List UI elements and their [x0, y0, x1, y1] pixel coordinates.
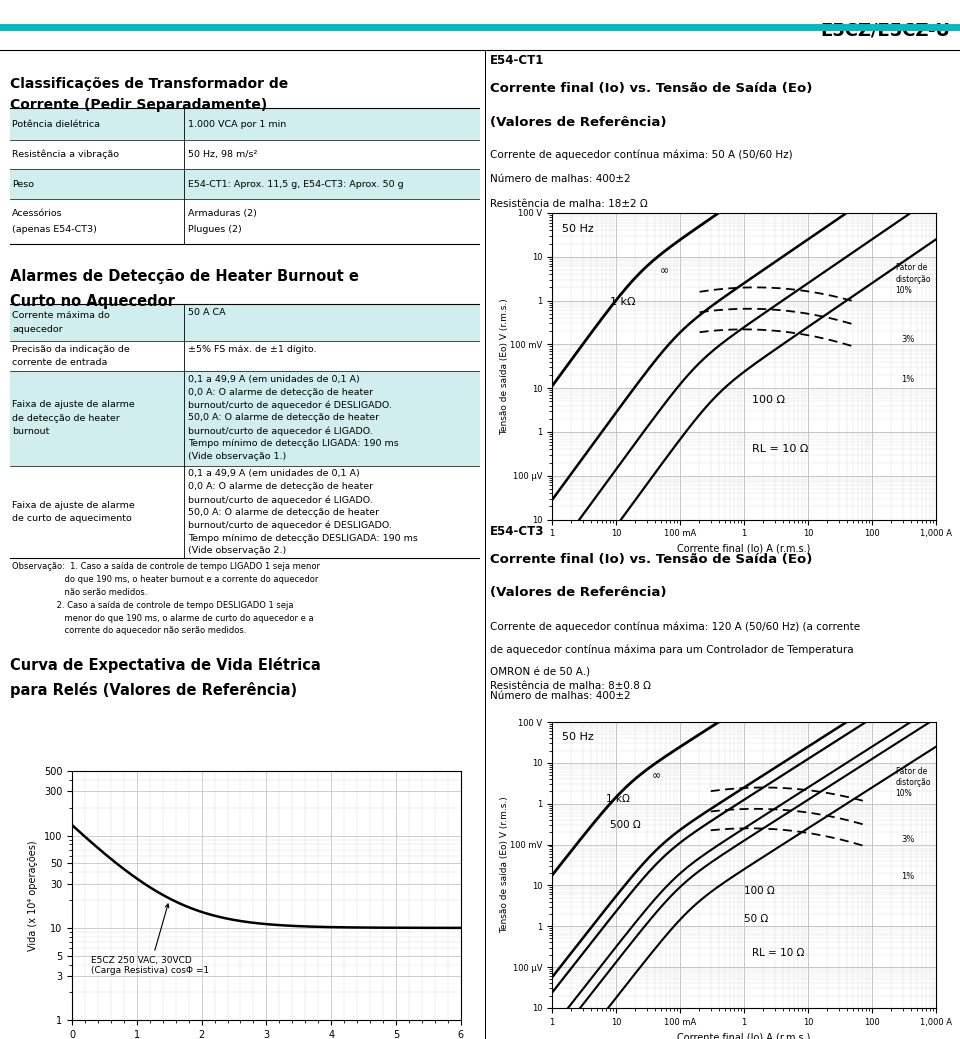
Text: 100 Ω: 100 Ω: [744, 885, 775, 896]
Text: 3%: 3%: [901, 335, 915, 344]
Text: Acessórios: Acessórios: [12, 209, 62, 218]
Text: Corrente (Pedir Separadamente): Corrente (Pedir Separadamente): [10, 99, 267, 112]
Y-axis label: Tensão de saída (Eo) V (r.m.s.): Tensão de saída (Eo) V (r.m.s.): [499, 298, 509, 434]
X-axis label: Corrente final (Io) A (r.m.s.): Corrente final (Io) A (r.m.s.): [678, 1032, 810, 1039]
Text: 100 Ω: 100 Ω: [752, 395, 784, 405]
Text: 0,0 A: O alarme de detecção de heater: 0,0 A: O alarme de detecção de heater: [188, 482, 373, 491]
Text: Potência dielétrica: Potência dielétrica: [12, 119, 100, 129]
Text: (Vide observação 1.): (Vide observação 1.): [188, 452, 287, 460]
Text: 50,0 A: O alarme de detecção de heater: 50,0 A: O alarme de detecção de heater: [188, 508, 379, 517]
Text: aquecedor: aquecedor: [12, 325, 62, 334]
Text: 500 Ω: 500 Ω: [610, 820, 640, 830]
Text: Resistência a vibração: Resistência a vibração: [12, 150, 119, 159]
Text: 1 kΩ: 1 kΩ: [610, 297, 636, 307]
Text: E5CZ 250 VAC, 30VCD
(Carga Resistiva) cosΦ =1: E5CZ 250 VAC, 30VCD (Carga Resistiva) co…: [91, 904, 209, 976]
Text: Curto no Aquecedor: Curto no Aquecedor: [10, 294, 175, 309]
Text: Curva de Expectativa de Vida Elétrica: Curva de Expectativa de Vida Elétrica: [10, 657, 321, 673]
Text: 1 kΩ: 1 kΩ: [606, 794, 630, 804]
Text: E54-CT3: E54-CT3: [490, 525, 544, 538]
Text: ∞: ∞: [652, 771, 661, 781]
Text: do que 190 ms, o heater burnout e a corrente do aquecedor: do que 190 ms, o heater burnout e a corr…: [12, 576, 319, 584]
Text: (Vide observação 2.): (Vide observação 2.): [188, 547, 287, 556]
Text: Peso: Peso: [12, 180, 34, 189]
Text: 50 Hz: 50 Hz: [562, 732, 593, 742]
Text: corrente do aquecedor não serão medidos.: corrente do aquecedor não serão medidos.: [12, 627, 247, 636]
Text: burnout/curto de aquecedor é DESLIGADO.: burnout/curto de aquecedor é DESLIGADO.: [188, 400, 393, 409]
Text: Alarmes de Detecção de Heater Burnout e: Alarmes de Detecção de Heater Burnout e: [10, 269, 358, 284]
Text: (Valores de Referência): (Valores de Referência): [490, 586, 666, 600]
Text: Tempo mínimo de detecção LIGADA: 190 ms: Tempo mínimo de detecção LIGADA: 190 ms: [188, 438, 399, 448]
Text: RL = 10 Ω: RL = 10 Ω: [752, 444, 808, 454]
Text: RL = 10 Ω: RL = 10 Ω: [752, 949, 804, 958]
Text: burnout: burnout: [12, 427, 49, 436]
Text: 50 A CA: 50 A CA: [188, 308, 226, 317]
Text: 50 Hz: 50 Hz: [562, 223, 593, 234]
Text: corrente de entrada: corrente de entrada: [12, 358, 108, 368]
Text: ∞: ∞: [660, 266, 669, 276]
Text: Precisão da indicação de: Precisão da indicação de: [12, 345, 130, 353]
Text: Resistência de malha: 18±2 Ω: Resistência de malha: 18±2 Ω: [490, 198, 647, 209]
Text: menor do que 190 ms, o alarme de curto do aquecedor e a: menor do que 190 ms, o alarme de curto d…: [12, 614, 314, 622]
Text: 0,0 A: O alarme de detecção de heater: 0,0 A: O alarme de detecção de heater: [188, 388, 373, 397]
Text: Faixa de ajuste de alarme: Faixa de ajuste de alarme: [12, 400, 134, 408]
Text: Plugues (2): Plugues (2): [188, 225, 242, 234]
Text: Corrente de aquecedor contínua máxima: 50 A (50/60 Hz): Corrente de aquecedor contínua máxima: 5…: [490, 150, 792, 160]
X-axis label: Corrente final (Io) A (r.m.s.): Corrente final (Io) A (r.m.s.): [678, 543, 810, 554]
Text: (Valores de Referência): (Valores de Referência): [490, 115, 666, 129]
Text: de detecção de heater: de detecção de heater: [12, 414, 120, 423]
Text: Fator de
distorção
10%: Fator de distorção 10%: [896, 767, 931, 798]
Text: Classificações de Transformador de: Classificações de Transformador de: [10, 77, 288, 90]
Text: Corrente máxima do: Corrente máxima do: [12, 311, 109, 320]
Text: 1.000 VCA por 1 min: 1.000 VCA por 1 min: [188, 119, 287, 129]
Text: burnout/curto de aquecedor é DESLIGADO.: burnout/curto de aquecedor é DESLIGADO.: [188, 521, 393, 530]
Text: 0,1 a 49,9 A (em unidades de 0,1 A): 0,1 a 49,9 A (em unidades de 0,1 A): [188, 470, 360, 479]
Text: ±5% FS máx. de ±1 dígito.: ±5% FS máx. de ±1 dígito.: [188, 345, 317, 354]
Text: Corrente final (Io) vs. Tensão de Saída (Eo): Corrente final (Io) vs. Tensão de Saída …: [490, 553, 812, 566]
Text: Corrente de aquecedor contínua máxima: 120 A (50/60 Hz) (a corrente: Corrente de aquecedor contínua máxima: 1…: [490, 621, 860, 632]
Y-axis label: Tensão de saída (Eo) V (r.m.s.): Tensão de saída (Eo) V (r.m.s.): [499, 797, 509, 933]
Text: Número de malhas: 400±2: Número de malhas: 400±2: [490, 691, 630, 701]
Text: de curto de aquecimento: de curto de aquecimento: [12, 514, 132, 524]
Text: Faixa de ajuste de alarme: Faixa de ajuste de alarme: [12, 501, 134, 509]
Text: E54-CT1: Aprox. 11,5 g, E54-CT3: Aprox. 50 g: E54-CT1: Aprox. 11,5 g, E54-CT3: Aprox. …: [188, 180, 404, 189]
Text: Armaduras (2): Armaduras (2): [188, 209, 257, 218]
Text: 50 Ω: 50 Ω: [744, 914, 768, 924]
Text: 1%: 1%: [901, 375, 915, 383]
Text: Fator de
distorção
10%: Fator de distorção 10%: [896, 264, 931, 295]
Text: burnout/curto de aquecedor é LIGADO.: burnout/curto de aquecedor é LIGADO.: [188, 426, 373, 435]
Bar: [10, 169, 480, 199]
Bar: [10, 303, 480, 341]
Text: de aquecedor contínua máxima para um Controlador de Temperatura: de aquecedor contínua máxima para um Con…: [490, 644, 853, 655]
Text: (apenas E54-CT3): (apenas E54-CT3): [12, 225, 97, 234]
Text: 2. Caso a saída de controle de tempo DESLIGADO 1 seja: 2. Caso a saída de controle de tempo DES…: [12, 601, 294, 610]
Text: E54-CT1: E54-CT1: [490, 54, 544, 68]
Bar: [10, 371, 480, 465]
Text: 1%: 1%: [901, 873, 915, 881]
Text: burnout/curto de aquecedor é LIGADO.: burnout/curto de aquecedor é LIGADO.: [188, 496, 373, 505]
Text: Número de malhas: 400±2: Número de malhas: 400±2: [490, 174, 630, 184]
Text: Observação:  1. Caso a saída de controle de tempo LIGADO 1 seja menor: Observação: 1. Caso a saída de controle …: [12, 562, 320, 571]
Text: 0,1 a 49,9 A (em unidades de 0,1 A): 0,1 a 49,9 A (em unidades de 0,1 A): [188, 375, 360, 383]
Text: Corrente final (Io) vs. Tensão de Saída (Eo): Corrente final (Io) vs. Tensão de Saída …: [490, 82, 812, 95]
Text: Resistência de malha: 8±0.8 Ω: Resistência de malha: 8±0.8 Ω: [490, 681, 651, 691]
Text: E5CZ/E5CZ-U: E5CZ/E5CZ-U: [821, 21, 950, 39]
Y-axis label: Vida (x 10⁴ operações): Vida (x 10⁴ operações): [28, 841, 38, 951]
Text: para Relés (Valores de Referência): para Relés (Valores de Referência): [10, 682, 297, 697]
Bar: [10, 108, 480, 140]
Text: não serão medidos.: não serão medidos.: [12, 588, 147, 597]
Text: OMRON é de 50 A.): OMRON é de 50 A.): [490, 668, 589, 677]
Text: Tempo mínimo de detecção DESLIGADA: 190 ms: Tempo mínimo de detecção DESLIGADA: 190 …: [188, 534, 419, 542]
Text: 50 Hz, 98 m/s²: 50 Hz, 98 m/s²: [188, 150, 257, 159]
Text: 3%: 3%: [901, 835, 915, 844]
Text: 50,0 A: O alarme de detecção de heater: 50,0 A: O alarme de detecção de heater: [188, 414, 379, 422]
